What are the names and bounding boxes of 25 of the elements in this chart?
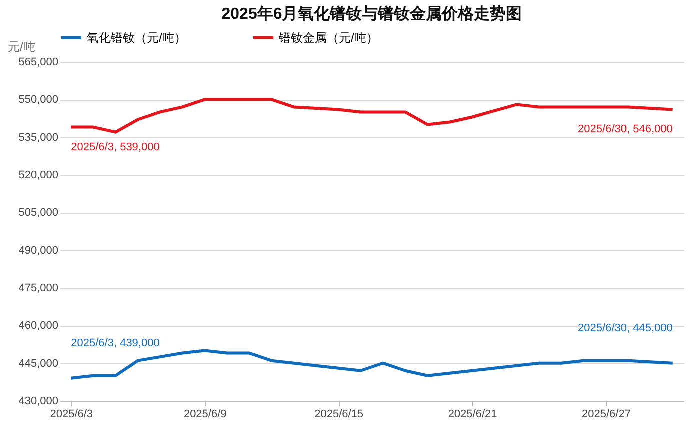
y-tick-label: 475,000 [18,282,58,294]
annotation: 2025/6/30, 445,000 [578,322,673,334]
y-tick-label: 430,000 [18,396,58,408]
x-tick-label: 2025/6/15 [314,408,364,420]
y-tick-label: 505,000 [18,207,58,220]
x-tick-label: 2025/6/27 [582,408,631,420]
x-tick-label: 2025/6/9 [184,408,227,420]
annotation: 2025/6/3, 439,000 [71,337,160,350]
y-tick-label: 460,000 [18,320,58,332]
y-tick-label: 550,000 [18,94,58,106]
annotation: 2025/6/30, 546,000 [578,124,673,136]
annotation: 2025/6/3, 539,000 [71,141,160,154]
legend-label: 氧化镨钕（元/吨） [87,30,186,45]
line-series [70,98,674,134]
x-tick-label: 2025/6/3 [50,408,94,420]
chart-title: 2025年6月氧化镨钕与镨钕金属价格走势图 [222,5,522,23]
y-tick-label: 445,000 [18,358,58,370]
y-tick-label: 520,000 [18,170,58,182]
y-tick-label: 535,000 [18,132,58,144]
line-series [70,349,674,380]
legend-label: 镨钕金属（元/吨） [278,30,378,45]
y-tick-label: 490,000 [18,244,58,257]
x-tick-label: 2025/6/21 [448,408,498,420]
y-axis-title: 元/吨 [8,40,36,54]
y-tick-label: 565,000 [18,56,58,68]
